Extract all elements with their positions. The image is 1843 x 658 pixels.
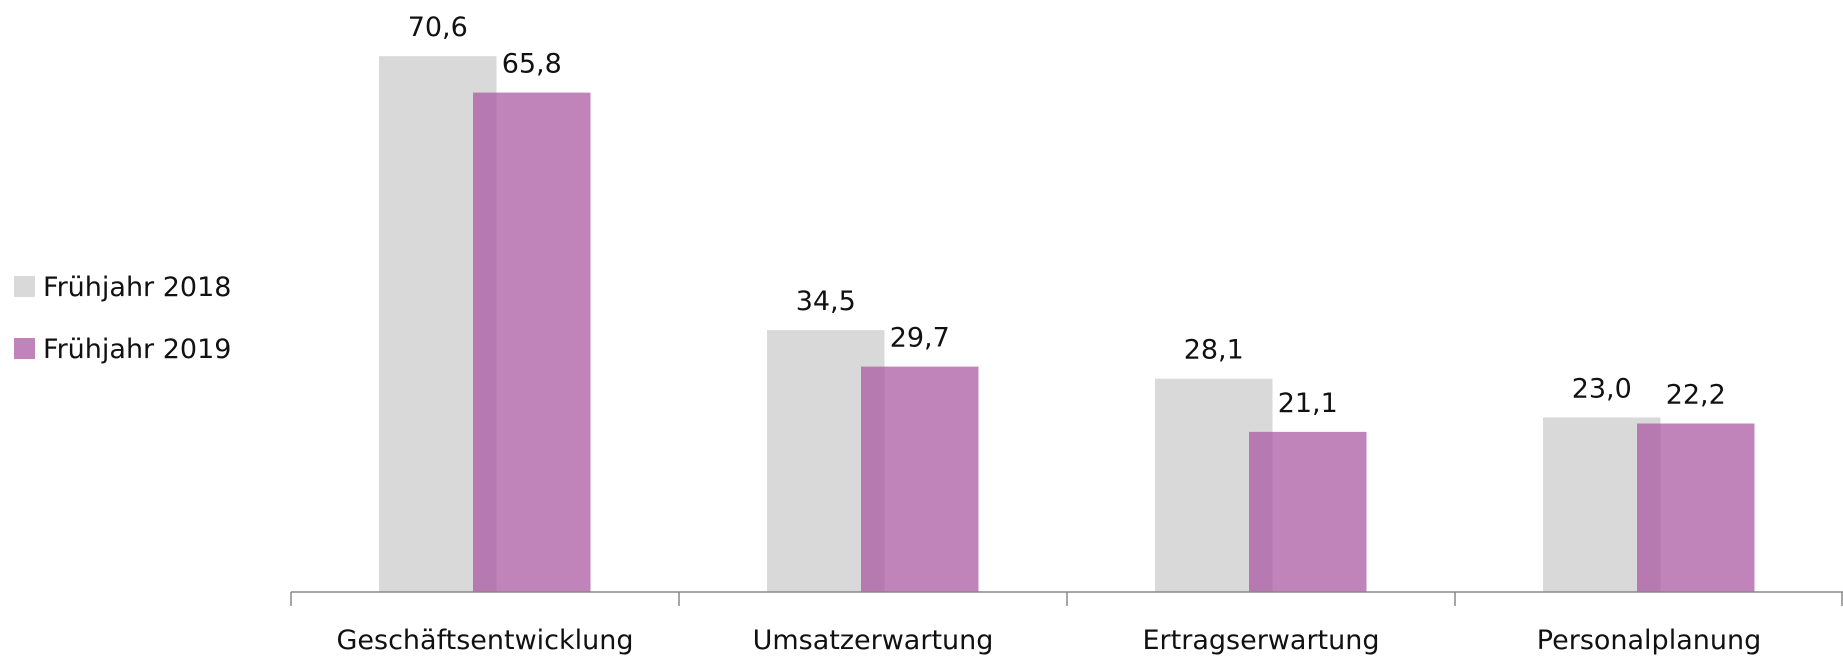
legend-swatch (14, 338, 35, 359)
bar (1637, 423, 1755, 592)
bar (861, 366, 979, 592)
x-tick-label: Personalplanung (1537, 625, 1761, 656)
data-label: 21,1 (1278, 388, 1338, 419)
legend-label: Frühjahr 2019 (43, 334, 231, 365)
bar (1249, 431, 1367, 592)
data-label: 28,1 (1184, 335, 1244, 366)
legend-swatch (14, 276, 35, 297)
data-label: 34,5 (796, 286, 856, 317)
data-label: 70,6 (408, 12, 468, 43)
data-label: 29,7 (890, 323, 950, 354)
data-label: 22,2 (1666, 380, 1726, 411)
x-tick-label: Ertragserwartung (1143, 625, 1380, 656)
x-tick-label: Geschäftsentwicklung (336, 625, 633, 656)
data-label: 23,0 (1572, 373, 1632, 404)
data-label: 65,8 (502, 49, 562, 80)
legend-label: Frühjahr 2018 (43, 272, 231, 303)
x-tick-label: Umsatzerwartung (753, 625, 994, 656)
bar (473, 92, 591, 592)
